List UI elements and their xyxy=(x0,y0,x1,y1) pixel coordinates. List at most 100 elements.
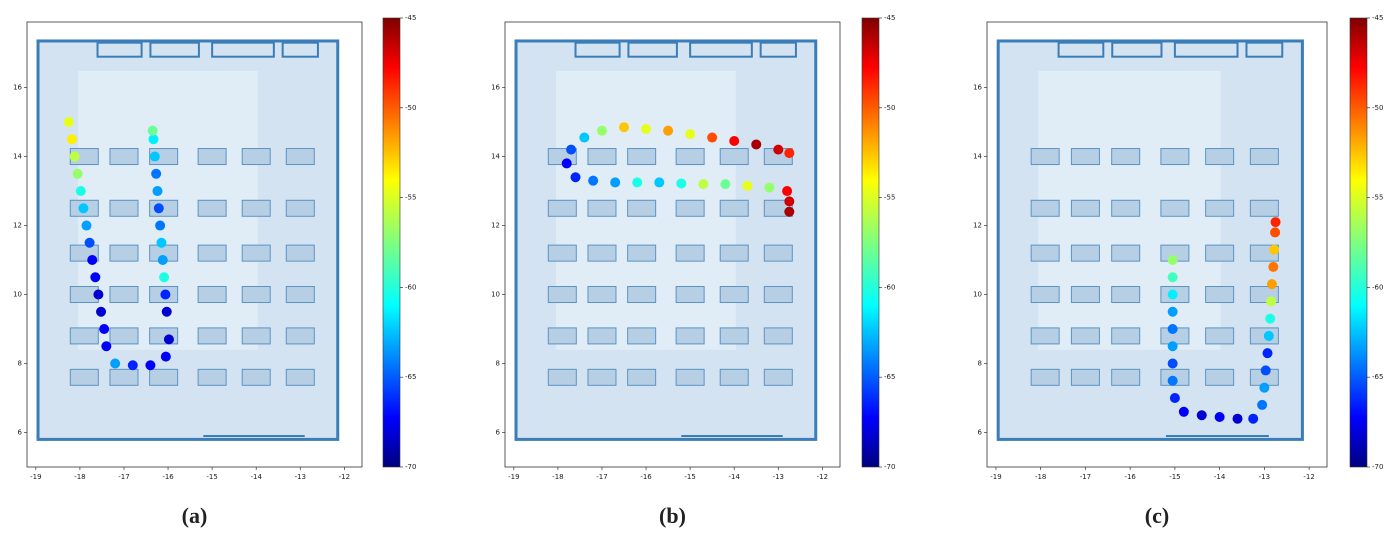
panel-label: (b) xyxy=(659,503,686,528)
point xyxy=(663,125,674,136)
point xyxy=(579,132,590,143)
point xyxy=(1262,348,1273,359)
colorbar-tick-label: -65 xyxy=(1372,373,1383,381)
y-tick-label: 12 xyxy=(973,222,982,230)
colorbar-tick-label: -60 xyxy=(1372,283,1383,291)
desk xyxy=(547,244,577,262)
desk xyxy=(1205,368,1235,386)
point xyxy=(147,125,158,136)
x-tick-label: -13 xyxy=(773,473,784,481)
point xyxy=(1232,413,1243,424)
point xyxy=(641,123,652,134)
point xyxy=(1167,324,1178,335)
desk xyxy=(197,199,227,217)
point xyxy=(685,129,696,140)
point xyxy=(784,206,795,217)
axes-frame xyxy=(504,21,841,468)
desk xyxy=(675,286,705,304)
window xyxy=(759,41,797,58)
desk xyxy=(1111,286,1141,304)
y-tick-label: 6 xyxy=(496,429,501,437)
point xyxy=(66,134,77,145)
point xyxy=(1268,261,1279,272)
desk xyxy=(675,327,705,345)
point xyxy=(596,125,607,136)
point xyxy=(75,186,86,197)
desk xyxy=(763,286,793,304)
y-tick-label: 8 xyxy=(496,360,500,368)
point xyxy=(152,186,163,197)
x-tick-label: -16 xyxy=(162,473,174,481)
y-tick-label: 8 xyxy=(978,360,982,368)
x-tick-label: -16 xyxy=(1124,473,1136,481)
point xyxy=(155,220,166,231)
point xyxy=(1167,255,1178,266)
desk xyxy=(1160,148,1190,166)
colorbar-tick-label: -50 xyxy=(1372,104,1383,112)
y-tick-label: 6 xyxy=(978,429,983,437)
colorbar-tick-label: -55 xyxy=(884,194,895,202)
desk xyxy=(1249,199,1279,217)
desk xyxy=(1205,148,1235,166)
colorbar-tick-label: -50 xyxy=(405,104,416,112)
y-tick-label: 10 xyxy=(491,291,500,299)
point xyxy=(157,255,168,266)
desk xyxy=(1030,327,1060,345)
desk xyxy=(627,148,657,166)
desk xyxy=(1205,199,1235,217)
point xyxy=(1196,410,1207,421)
window xyxy=(627,41,678,58)
panel: -19 -18 -17 -16 -15 -14 -13 -12 6 8 10 12 14 16 -70 -65… xyxy=(491,14,895,528)
colorbar-tick-label: -55 xyxy=(1372,194,1383,202)
point xyxy=(1266,279,1277,290)
desk xyxy=(109,368,139,386)
x-tick-label: -17 xyxy=(1080,473,1091,481)
point xyxy=(84,237,95,248)
point xyxy=(1270,227,1281,238)
point xyxy=(1260,365,1271,376)
x-tick-label: -18 xyxy=(74,473,85,481)
desk xyxy=(1070,199,1100,217)
point xyxy=(156,237,167,248)
wall xyxy=(36,39,340,441)
desk xyxy=(627,286,657,304)
window xyxy=(1245,41,1284,58)
desk xyxy=(285,327,315,345)
x-tick-label: -12 xyxy=(339,473,350,481)
desk xyxy=(1111,368,1141,386)
desk xyxy=(627,199,657,217)
desk xyxy=(285,244,315,262)
desk xyxy=(627,327,657,345)
point xyxy=(654,177,665,188)
desk xyxy=(1205,286,1235,304)
point xyxy=(148,134,159,145)
x-tick-label: -14 xyxy=(250,473,262,481)
y-tick-label: 14 xyxy=(973,153,982,161)
colorbar-tick-label: -70 xyxy=(405,463,416,471)
desk xyxy=(1070,368,1100,386)
colorbar-tick-label: -70 xyxy=(1372,463,1383,471)
point xyxy=(1178,406,1189,417)
desk xyxy=(587,244,617,262)
desk xyxy=(1111,244,1141,262)
point xyxy=(720,179,731,190)
point xyxy=(161,306,172,317)
x-tick-label: -14 xyxy=(1214,473,1226,481)
x-tick-label: -17 xyxy=(118,473,129,481)
x-tick-label: -19 xyxy=(30,473,41,481)
point xyxy=(78,203,89,214)
y-tick-label: 16 xyxy=(491,84,500,92)
desk xyxy=(547,199,577,217)
floor-map xyxy=(996,39,1304,441)
x-tick-label: -12 xyxy=(1303,473,1314,481)
point xyxy=(1214,411,1225,422)
window xyxy=(689,41,753,58)
desk xyxy=(719,199,749,217)
desk xyxy=(1030,368,1060,386)
panel: -19 -18 -17 -16 -15 -14 -13 -12 6 8 10 12 14 16 -70 -65… xyxy=(13,14,416,528)
y-tick-label: 16 xyxy=(13,84,22,92)
desk xyxy=(547,368,577,386)
desk xyxy=(241,286,271,304)
